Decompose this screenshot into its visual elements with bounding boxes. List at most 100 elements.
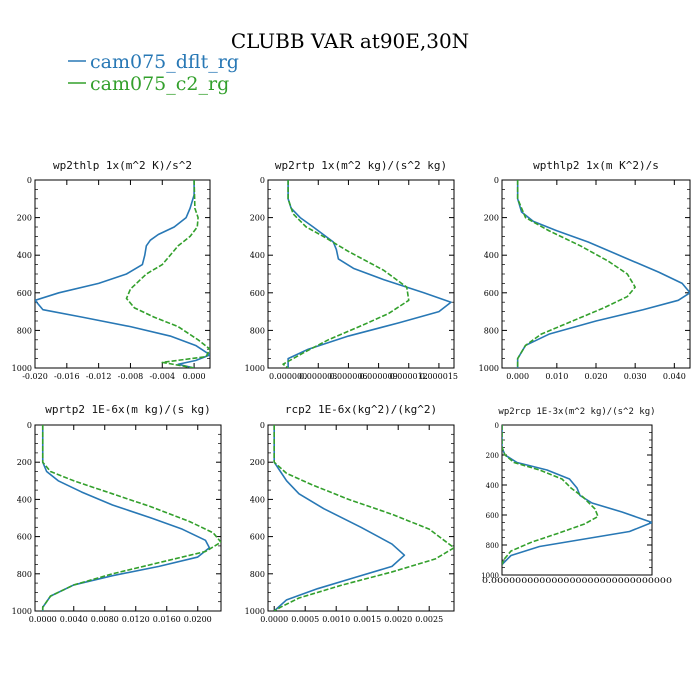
x-tick-label: 0.030 (624, 372, 647, 381)
series-line-dflt (516, 180, 690, 368)
y-tick-label: 800 (17, 326, 32, 335)
y-tick-label: 800 (250, 570, 265, 579)
y-tick-label: 0 (27, 176, 32, 185)
x-tick-label: -0.004 (149, 372, 175, 381)
x-tick-label: 0.0000 (29, 615, 57, 624)
x-tick-label: 0.000 (506, 372, 529, 381)
y-tick-label: 400 (17, 495, 32, 504)
y-tick-label: 200 (17, 214, 32, 223)
y-tick-label: 600 (17, 533, 32, 542)
y-tick-label: 0 (494, 176, 499, 185)
x-tick-label: 0.000000000000000000000000000000 (482, 577, 672, 585)
x-tick-label: -0.020 (22, 372, 48, 381)
plot-frame (34, 424, 222, 612)
y-tick-label: 600 (486, 512, 499, 520)
x-tick-label: 0.020 (585, 372, 608, 381)
panel-title: wpthlp2 1x(m K^2)/s (533, 159, 659, 172)
x-tick-label: 0.000000 (269, 372, 307, 381)
y-tick-label: 0 (495, 422, 499, 430)
y-tick-label: 800 (17, 570, 32, 579)
x-tick-label: 0.0010 (322, 615, 350, 624)
x-tick-label: 0.0040 (60, 615, 88, 624)
y-tick-label: 1000 (12, 364, 32, 373)
y-tick-label: 0 (27, 421, 32, 430)
series-line-dflt (41, 425, 211, 611)
y-tick-label: 0 (260, 421, 265, 430)
y-tick-label: 400 (250, 251, 265, 260)
x-tick-label: 0.0080 (91, 615, 119, 624)
panel-5: wp2rcp 1E-3x(m^2 kg)/(s^2 kg) 0 200 400 600 8… (481, 407, 672, 585)
x-tick-label: 0.000009 (360, 372, 398, 381)
x-tick-label: -0.008 (118, 372, 144, 381)
plot-frame (267, 179, 455, 369)
y-tick-label: 600 (484, 289, 499, 298)
x-tick-label: -0.016 (54, 372, 80, 381)
series-line-c2 (516, 180, 636, 368)
y-tick-label: 1000 (479, 364, 499, 373)
x-tick-label: -0.012 (86, 372, 112, 381)
legend-label-1: cam075_c2_rg (90, 73, 229, 95)
y-tick-label: 200 (17, 458, 32, 467)
panel-title: wprtp2 1E-6x(m kg)/(s kg) (45, 403, 211, 416)
legend: cam075_dflt_rg cam075_c2_rg (68, 51, 239, 95)
series-line-dflt (35, 180, 210, 368)
panel-2: wpthlp2 1x(m K^2)/s 0 200 400 600 800 1000 0.00… (479, 159, 691, 381)
y-tick-label: 400 (250, 495, 265, 504)
y-tick-label: 400 (486, 482, 499, 490)
x-tick-label: 0.0020 (384, 615, 412, 624)
y-tick-label: 600 (250, 533, 265, 542)
plot-frame (267, 424, 455, 612)
x-tick-label: 0.0200 (184, 615, 212, 624)
y-tick-label: 400 (484, 251, 499, 260)
x-tick-label: 0.010 (545, 372, 568, 381)
series-line-c2 (273, 425, 454, 611)
panel-3: wprtp2 1E-6x(m kg)/(s kg) 0 200 400 600 800 10… (12, 403, 222, 624)
plot-frame (34, 179, 211, 369)
panel-4: rcp2 1E-6x(kg^2)/(kg^2) 0 200 400 600 800 1000… (245, 403, 455, 624)
y-tick-label: 1000 (245, 607, 265, 616)
series-line-c2 (502, 425, 599, 565)
panel-title: rcp2 1E-6x(kg^2)/(kg^2) (285, 403, 437, 416)
x-tick-label: 0.000012 (390, 372, 428, 381)
series-line-dflt (287, 180, 452, 368)
y-tick-label: 200 (486, 452, 499, 460)
x-tick-label: 0.000003 (299, 372, 337, 381)
y-tick-label: 200 (250, 458, 265, 467)
x-tick-label: 0.0005 (291, 615, 319, 624)
plot-frame (501, 424, 653, 576)
series-line-dflt (502, 425, 652, 566)
x-tick-label: 0.0000 (260, 615, 288, 624)
y-tick-label: 800 (484, 326, 499, 335)
y-tick-label: 1000 (12, 607, 32, 616)
figure-title: CLUBB VAR at90E,30N (231, 29, 469, 53)
y-tick-label: 200 (250, 214, 265, 223)
series-line-c2 (282, 180, 410, 368)
y-tick-label: 600 (250, 289, 265, 298)
y-tick-label: 400 (17, 251, 32, 260)
panel-title: wp2rtp 1x(m^2 kg)/(s^2 kg) (275, 159, 447, 172)
x-tick-label: 0.040 (663, 372, 686, 381)
series-line-c2 (125, 180, 210, 368)
x-tick-label: 0.000 (183, 372, 206, 381)
panel-title: wp2thlp 1x(m^2 K)/s^2 (53, 159, 192, 172)
y-tick-label: 800 (250, 326, 265, 335)
y-tick-label: 0 (260, 176, 265, 185)
series-line-c2 (41, 425, 221, 611)
y-tick-label: 1000 (481, 572, 499, 580)
x-tick-label: 0.000015 (420, 372, 458, 381)
panel-1: wp2rtp 1x(m^2 kg)/(s^2 kg) 0 200 400 600 800 1… (245, 159, 458, 381)
x-tick-label: 0.0160 (153, 615, 181, 624)
panel-title: wp2rcp 1E-3x(m^2 kg)/(s^2 kg) (498, 407, 655, 417)
x-tick-label: 0.0025 (415, 615, 443, 624)
y-tick-label: 1000 (245, 364, 265, 373)
y-tick-label: 800 (486, 542, 499, 550)
x-tick-label: 0.0120 (122, 615, 150, 624)
x-tick-label: 0.000006 (329, 372, 367, 381)
panel-0: wp2thlp 1x(m^2 K)/s^202004006008001000-0… (12, 159, 211, 381)
series-line-dflt (273, 425, 406, 611)
y-tick-label: 200 (484, 214, 499, 223)
y-tick-label: 600 (17, 289, 32, 298)
x-tick-label: 0.0015 (353, 615, 381, 624)
legend-label-0: cam075_dflt_rg (90, 51, 239, 73)
